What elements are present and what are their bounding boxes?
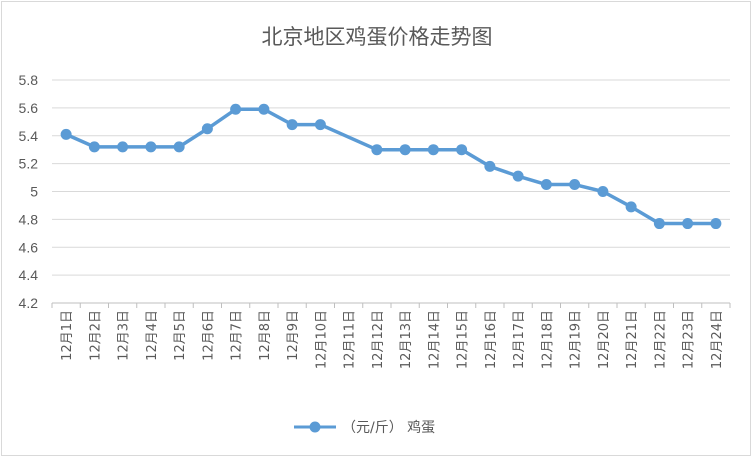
data-point xyxy=(399,144,411,156)
y-tick-label: 5.2 xyxy=(19,156,39,172)
x-tick-label: 12月13日 xyxy=(399,310,414,369)
series-line xyxy=(60,103,722,230)
x-tick-label: 12月15日 xyxy=(456,310,471,369)
data-point xyxy=(201,123,213,135)
x-tick-label: 12月7日 xyxy=(230,310,245,361)
data-point xyxy=(456,144,468,156)
data-point xyxy=(145,141,157,153)
data-point xyxy=(569,179,581,191)
x-tick-label: 12月9日 xyxy=(286,310,301,361)
legend-marker xyxy=(309,421,321,433)
y-tick-label: 5.4 xyxy=(19,128,39,144)
x-tick-label: 12月2日 xyxy=(88,310,103,361)
x-tick-label: 12月14日 xyxy=(427,310,442,369)
data-point xyxy=(230,103,242,115)
chart-title: 北京地区鸡蛋价格走势图 xyxy=(262,25,493,49)
y-tick-label: 5.6 xyxy=(19,100,39,116)
data-point xyxy=(117,141,129,153)
x-axis-ticks: 12月1日 12月2日 12月3日 12月4日 12月5日 12月6日 12月7日 12月8日… xyxy=(60,310,725,369)
y-tick-label: 4.2 xyxy=(19,295,39,311)
x-tick-label: 12月6日 xyxy=(201,310,216,361)
y-tick-label: 4.6 xyxy=(19,239,39,255)
y-axis-ticks: 4.2 4.4 4.6 4.8 5 5.2 5.4 5.6 5.8 xyxy=(19,72,39,311)
x-tick-label: 12月10日 xyxy=(314,310,329,369)
x-tick-label: 12月23日 xyxy=(682,310,697,369)
data-point xyxy=(88,141,100,153)
y-tick-label: 5.8 xyxy=(19,72,39,88)
data-point xyxy=(540,179,552,191)
x-tick-label: 12月1日 xyxy=(60,310,75,361)
x-tick-label: 12月8日 xyxy=(258,310,273,361)
data-point xyxy=(484,160,496,172)
data-point xyxy=(653,218,665,230)
data-point xyxy=(371,144,383,156)
x-tick-label: 12月22日 xyxy=(653,310,668,369)
y-tick-label: 4.8 xyxy=(19,211,39,227)
data-point xyxy=(682,218,694,230)
x-tick-label: 12月19日 xyxy=(569,310,584,369)
data-point xyxy=(512,170,524,182)
y-tick-label: 5 xyxy=(30,184,38,200)
x-tick-label: 12月21日 xyxy=(625,310,640,369)
x-tick-label: 12月3日 xyxy=(117,310,132,361)
gridlines xyxy=(52,79,730,276)
data-point xyxy=(258,103,270,115)
data-point xyxy=(710,218,722,230)
x-tick-label: 12月11日 xyxy=(343,310,358,369)
data-point xyxy=(314,119,326,131)
x-tick-label: 12月5日 xyxy=(173,310,188,361)
data-point xyxy=(286,119,298,131)
data-point xyxy=(625,201,637,213)
data-point xyxy=(597,186,609,197)
x-tick-label: 12月17日 xyxy=(512,310,527,369)
legend-label: （元/斤） 鸡蛋 xyxy=(342,419,435,436)
x-tick-label: 12月4日 xyxy=(145,310,160,361)
x-tick-label: 12月12日 xyxy=(371,310,386,369)
legend: （元/斤） 鸡蛋 xyxy=(294,419,435,436)
y-tick-label: 4.4 xyxy=(19,267,39,283)
data-point xyxy=(60,128,72,140)
x-tick-label: 12月18日 xyxy=(540,310,555,369)
x-tick-label: 12月20日 xyxy=(597,310,612,369)
series-path xyxy=(64,107,718,226)
x-tick-label: 12月16日 xyxy=(484,310,499,369)
data-point xyxy=(173,141,185,153)
data-point xyxy=(427,144,439,156)
x-axis xyxy=(51,302,731,308)
x-tick-label: 12月24日 xyxy=(710,310,725,369)
